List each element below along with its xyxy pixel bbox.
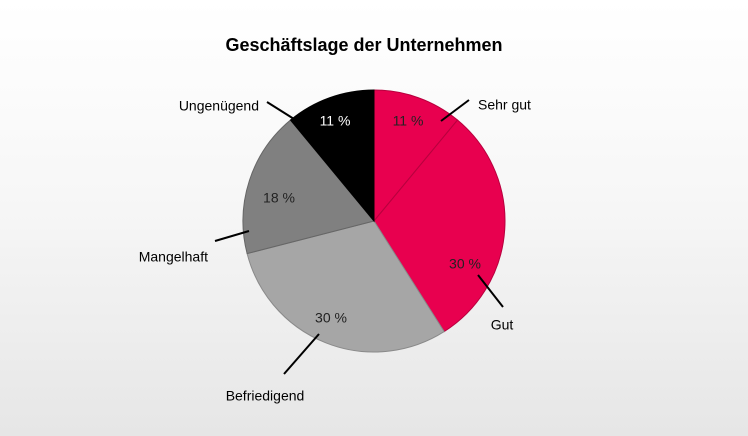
value-label-gut: 30 % xyxy=(449,256,481,272)
value-label-mangelhaft: 18 % xyxy=(263,190,295,206)
leader-line-ungenuegend xyxy=(266,101,295,120)
chart-title: Geschäftslage der Unternehmen xyxy=(225,35,503,55)
value-label-sehr-gut: 11 % xyxy=(393,113,424,129)
category-label-ungenuegend: Ungenügend xyxy=(179,98,259,114)
value-label-befriedigend: 30 % xyxy=(315,310,347,326)
leader-line-mangelhaft xyxy=(214,230,250,242)
pie-slice-mangelhaft xyxy=(242,119,375,255)
value-label-ungenuegend: 11 % xyxy=(320,113,351,129)
pie-slice-gut xyxy=(373,119,506,333)
leader-line-sehr-gut xyxy=(440,99,470,122)
category-label-mangelhaft: Mangelhaft xyxy=(139,249,208,265)
pie-slice-befriedigend xyxy=(246,220,445,353)
pie-slice-sehr-gut xyxy=(373,89,459,223)
leader-line-gut xyxy=(477,274,504,308)
category-label-sehr-gut: Sehr gut xyxy=(478,97,531,113)
leader-line-befriedigend xyxy=(283,333,320,375)
category-label-gut: Gut xyxy=(491,317,514,333)
category-label-befriedigend: Befriedigend xyxy=(226,388,305,404)
